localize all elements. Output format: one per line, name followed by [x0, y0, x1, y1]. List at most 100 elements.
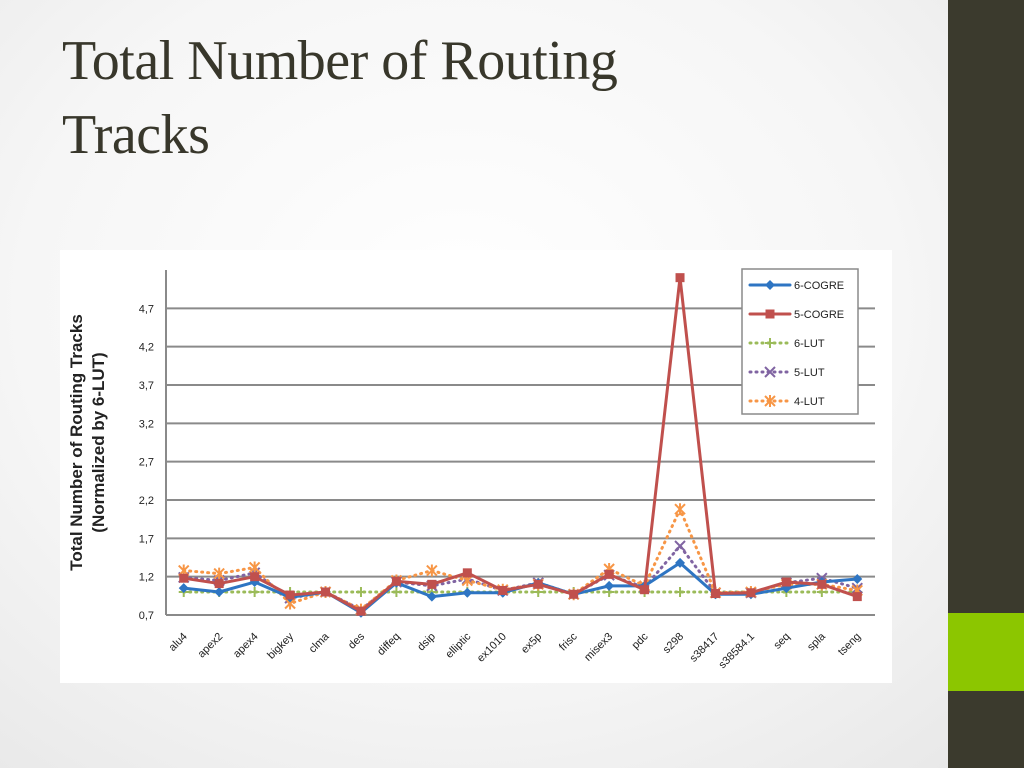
data-point — [533, 579, 543, 589]
data-point — [604, 569, 614, 579]
diamond-marker — [781, 583, 792, 594]
square-marker — [533, 579, 543, 589]
legend-label: 4-LUT — [794, 396, 825, 408]
square-marker — [604, 569, 614, 579]
x-tick-label: bigkey — [265, 630, 296, 661]
x-tick-label: ex1010 — [475, 631, 509, 665]
square-marker — [498, 585, 508, 595]
asterisk-marker — [764, 395, 776, 407]
chart-panel: Total Number of Routing Tracks (Normaliz… — [60, 250, 892, 683]
legend: 6-COGRE 5-COGRE 6-LUT 5-LUT 4-LUT — [741, 268, 859, 415]
data-point — [817, 579, 827, 589]
y-tick-label: 0,7 — [139, 610, 154, 622]
data-point — [321, 587, 331, 597]
square-marker — [569, 589, 579, 599]
data-point — [214, 587, 225, 597]
data-point — [710, 589, 720, 599]
x-tick-label: elliptic — [443, 630, 473, 660]
plus-marker — [675, 587, 686, 597]
data-point — [248, 561, 261, 574]
data-point — [426, 591, 437, 602]
legend-label: 5-COGRE — [794, 309, 844, 321]
y-tick-label: 2,7 — [139, 457, 154, 469]
square-marker — [179, 573, 189, 583]
x-tick-label: pdc — [630, 630, 651, 651]
square-marker — [250, 572, 260, 582]
plus-marker — [391, 587, 402, 597]
data-point — [462, 568, 472, 578]
data-point — [249, 587, 260, 597]
x-tick-label: frisc — [557, 630, 580, 653]
diamond-marker — [214, 587, 225, 597]
legend-label: 6-LUT — [794, 338, 825, 350]
data-point — [498, 585, 508, 595]
legend-entry: 5-COGRE — [748, 309, 844, 321]
x-tick-label: apex4 — [231, 631, 261, 661]
square-marker — [321, 587, 331, 597]
data-point — [746, 588, 756, 598]
data-point — [852, 573, 863, 584]
square-marker — [781, 577, 791, 587]
diamond-marker — [426, 591, 437, 602]
diamond-marker — [675, 557, 686, 568]
data-point — [426, 564, 438, 577]
x-tick-label: tseng — [836, 631, 864, 659]
square-marker — [710, 589, 720, 599]
x-tick-label: s38417 — [688, 631, 722, 665]
data-point — [765, 280, 775, 290]
data-point — [781, 583, 792, 594]
square-marker — [852, 592, 862, 602]
data-point — [356, 606, 366, 616]
data-point — [214, 579, 224, 589]
asterisk-marker — [248, 561, 261, 574]
diamond-marker — [178, 583, 189, 594]
slide-title-line-2: Tracks — [62, 104, 210, 166]
asterisk-marker — [674, 503, 686, 516]
data-point — [675, 557, 686, 568]
data-point — [427, 579, 437, 589]
diamond-marker — [604, 580, 615, 591]
x-tick-label: misex3 — [582, 631, 615, 664]
data-point — [781, 577, 791, 587]
x-tick-label: ex5p — [519, 631, 544, 656]
y-tick-label: 1,2 — [139, 572, 154, 584]
data-point — [569, 589, 579, 599]
slide-title: Total Number of Routing Tracks — [62, 24, 822, 172]
square-marker — [746, 588, 756, 598]
data-point — [462, 587, 473, 598]
data-point — [213, 567, 225, 580]
square-marker — [765, 309, 775, 319]
x-marker — [764, 366, 776, 378]
data-point — [391, 576, 401, 586]
diamond-marker — [765, 280, 775, 290]
square-marker — [285, 590, 295, 600]
y-tick-label: 1,7 — [139, 533, 154, 545]
legend-box — [741, 268, 859, 415]
legend-entry: 5-LUT — [748, 366, 825, 379]
series-4-lut — [178, 503, 863, 616]
data-point — [675, 587, 686, 597]
square-marker — [214, 579, 224, 589]
data-point — [604, 580, 615, 591]
plus-marker — [249, 587, 260, 597]
square-marker — [427, 579, 437, 589]
square-marker — [356, 606, 366, 616]
square-marker — [462, 568, 472, 578]
data-point — [765, 338, 775, 348]
square-marker — [817, 579, 827, 589]
legend-entry: 4-LUT — [748, 395, 825, 408]
plus-marker — [355, 587, 366, 597]
square-marker — [391, 576, 401, 586]
data-point — [250, 572, 260, 582]
y-tick-label: 3,7 — [139, 380, 154, 392]
x-marker — [674, 540, 686, 552]
square-marker — [675, 273, 685, 283]
x-tick-label: seq — [771, 631, 792, 652]
legend-label: 6-COGRE — [794, 280, 844, 292]
data-point — [765, 309, 775, 319]
series-5-cogre — [179, 273, 862, 616]
asterisk-marker — [426, 564, 438, 577]
data-point — [178, 583, 189, 594]
data-point — [764, 366, 776, 378]
y-axis-label-line-1: Total Number of Routing Tracks — [67, 314, 86, 571]
